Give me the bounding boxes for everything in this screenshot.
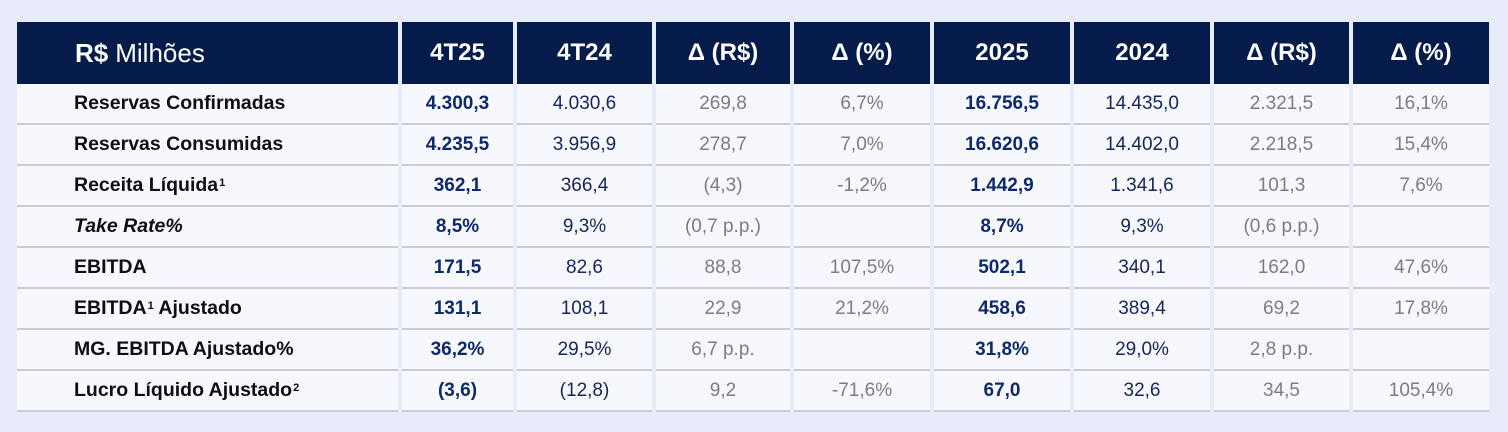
table-cell: 171,5 (402, 248, 513, 289)
header-col-delta-pct-y: Δ (%) (1353, 22, 1489, 84)
footnote-marker: 1 (147, 299, 154, 312)
footnote-marker: 2 (293, 381, 300, 394)
table-cell: 458,6 (934, 289, 1070, 330)
table-cell: 2.218,5 (1214, 125, 1349, 166)
table-cell: 14.435,0 (1074, 84, 1210, 125)
table-cell: 3.956,9 (517, 125, 652, 166)
table-cell: 14.402,0 (1074, 125, 1210, 166)
table-cell: 101,3 (1214, 166, 1349, 207)
table-cell: 502,1 (934, 248, 1070, 289)
table-cell: 82,6 (517, 248, 652, 289)
header-col-4t25: 4T25 (402, 22, 513, 84)
row-label: Receita Líquida 1 (17, 166, 398, 207)
table-cell: 47,6% (1353, 248, 1489, 289)
row-label-text: EBITDA (74, 297, 147, 319)
row-label-text: MG. EBITDA Ajustado% (74, 338, 294, 360)
table-cell: 9,3% (517, 207, 652, 248)
table-cell: 362,1 (402, 166, 513, 207)
table-cell (1353, 330, 1489, 371)
table-cell: 36,2% (402, 330, 513, 371)
table-cell: 34,5 (1214, 371, 1349, 412)
table-cell: 1.341,6 (1074, 166, 1210, 207)
row-label-text: Reservas Consumidas (74, 133, 284, 155)
financial-summary-table: R$ Milhões 4T25 4T24 Δ (R$) Δ (%) 2025 20… (17, 22, 1489, 412)
table-cell: 69,2 (1214, 289, 1349, 330)
row-label-suffix: Ajustado (153, 297, 242, 319)
row-label-text: EBITDA (74, 256, 147, 278)
row-label: Reservas Consumidas (17, 125, 398, 166)
table-cell: (4,3) (656, 166, 790, 207)
table-cell: 131,1 (402, 289, 513, 330)
table-cell (1353, 207, 1489, 248)
header-unit-prefix: R$ (75, 37, 109, 68)
table-cell: (3,6) (402, 371, 513, 412)
table-cell: 366,4 (517, 166, 652, 207)
table-cell: 162,0 (1214, 248, 1349, 289)
table-cell: 6,7 p.p. (656, 330, 790, 371)
header-col-delta-rs-q: Δ (R$) (656, 22, 790, 84)
table-cell: 2,8 p.p. (1214, 330, 1349, 371)
table-cell: 29,5% (517, 330, 652, 371)
header-col-4t24: 4T24 (517, 22, 652, 84)
header-col-delta-rs-y: Δ (R$) (1214, 22, 1349, 84)
table-cell: 269,8 (656, 84, 790, 125)
header-col-2025: 2025 (934, 22, 1070, 84)
table-cell: (0,6 p.p.) (1214, 207, 1349, 248)
table-cell: 16.756,5 (934, 84, 1070, 125)
row-label: Take Rate% (17, 207, 398, 248)
header-col-delta-pct-q: Δ (%) (794, 22, 930, 84)
table-cell: 17,8% (1353, 289, 1489, 330)
table-cell: 340,1 (1074, 248, 1210, 289)
table-cell: 9,2 (656, 371, 790, 412)
table-cell: 32,6 (1074, 371, 1210, 412)
table-cell: (12,8) (517, 371, 652, 412)
table-cell: 2.321,5 (1214, 84, 1349, 125)
row-label: Reservas Confirmadas (17, 84, 398, 125)
table-cell: 8,7% (934, 207, 1070, 248)
table-cell: 7,0% (794, 125, 930, 166)
table-cell: 107,5% (794, 248, 930, 289)
table-cell: -1,2% (794, 166, 930, 207)
row-label: EBITDA 1 Ajustado (17, 289, 398, 330)
footnote-marker: 1 (219, 176, 226, 189)
table-cell: 7,6% (1353, 166, 1489, 207)
table-cell: 4.030,6 (517, 84, 652, 125)
table-cell: 108,1 (517, 289, 652, 330)
table-cell: -71,6% (794, 371, 930, 412)
table-cell: 88,8 (656, 248, 790, 289)
table-cell: 31,8% (934, 330, 1070, 371)
header-unit-label: Milhões (115, 37, 205, 68)
header-col-2024: 2024 (1074, 22, 1210, 84)
table-cell: (0,7 p.p.) (656, 207, 790, 248)
table-cell: 278,7 (656, 125, 790, 166)
row-label-text: Reservas Confirmadas (74, 92, 286, 114)
row-label-text: Take Rate% (74, 215, 183, 237)
row-label: EBITDA (17, 248, 398, 289)
row-label: Lucro Líquido Ajustado 2 (17, 371, 398, 412)
table-cell: 21,2% (794, 289, 930, 330)
table-cell: 15,4% (1353, 125, 1489, 166)
table-cell: 4.235,5 (402, 125, 513, 166)
table-cell (794, 207, 930, 248)
table-cell: 29,0% (1074, 330, 1210, 371)
table-cell: 8,5% (402, 207, 513, 248)
table-cell: 1.442,9 (934, 166, 1070, 207)
table-cell (794, 330, 930, 371)
table-cell: 6,7% (794, 84, 930, 125)
table-cell: 105,4% (1353, 371, 1489, 412)
header-unit: R$ Milhões (17, 22, 398, 84)
table-cell: 67,0 (934, 371, 1070, 412)
table-cell: 389,4 (1074, 289, 1210, 330)
row-label-text: Lucro Líquido Ajustado (74, 379, 293, 401)
row-label-text: Receita Líquida (74, 174, 219, 196)
table-cell: 16,1% (1353, 84, 1489, 125)
table-cell: 22,9 (656, 289, 790, 330)
table-cell: 9,3% (1074, 207, 1210, 248)
table-cell: 4.300,3 (402, 84, 513, 125)
table-cell: 16.620,6 (934, 125, 1070, 166)
row-label: MG. EBITDA Ajustado% (17, 330, 398, 371)
